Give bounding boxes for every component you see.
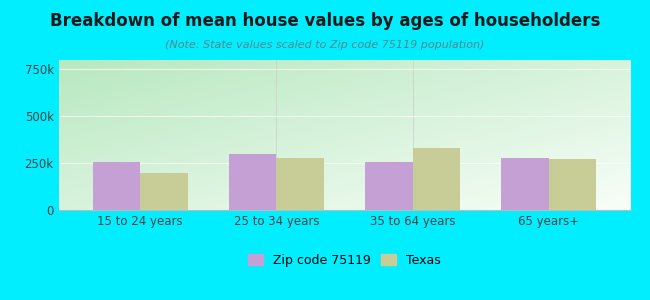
Bar [229, 154, 276, 210]
Bar [549, 159, 597, 210]
Text: (Note: State values scaled to Zip code 75119 population): (Note: State values scaled to Zip code 7… [165, 40, 485, 50]
Bar [501, 158, 549, 210]
Bar [365, 162, 413, 210]
Bar [413, 148, 460, 210]
Bar [276, 158, 324, 210]
Text: Breakdown of mean house values by ages of householders: Breakdown of mean house values by ages o… [50, 12, 600, 30]
Bar [140, 173, 188, 210]
Legend: Zip code 75119, Texas: Zip code 75119, Texas [248, 254, 441, 267]
Bar [92, 162, 140, 210]
